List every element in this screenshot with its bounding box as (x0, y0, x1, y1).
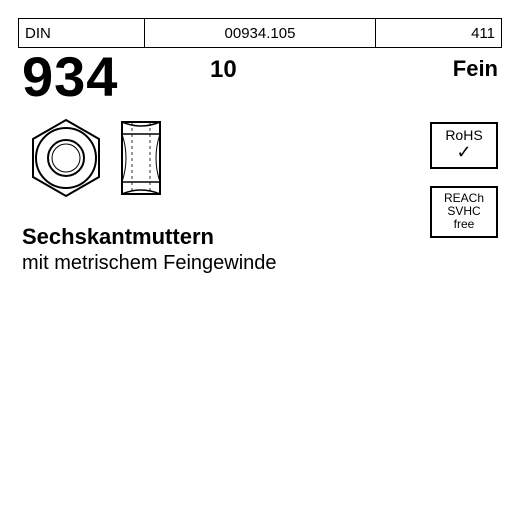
standard-number: 934 (22, 44, 118, 109)
product-title: Sechskantmuttern (22, 224, 214, 250)
strength-grade: 10 (210, 56, 237, 84)
hex-nut-side-icon (118, 120, 166, 198)
reach-badge: REACh SVHC free (430, 186, 498, 238)
check-icon: ✓ (436, 143, 492, 163)
thread-type: Fein (453, 56, 498, 82)
reach-line3: free (436, 218, 492, 231)
product-subtitle: mit metrischem Feingewinde (22, 252, 277, 275)
header-num: 411 (376, 19, 502, 48)
rohs-label: RoHS (436, 128, 492, 143)
hex-nut-front-icon (26, 118, 106, 198)
rohs-badge: RoHS ✓ (430, 122, 498, 169)
header-code: 00934.105 (144, 19, 376, 48)
